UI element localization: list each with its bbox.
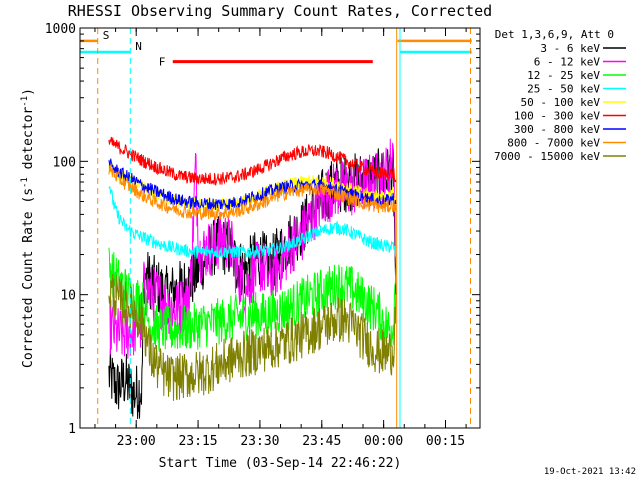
flag-F-label: F [159, 56, 166, 69]
legend-label-4: 50 - 100 keV [521, 96, 601, 109]
x-tick-label-2: 23:30 [240, 434, 279, 449]
legend-label-6: 300 - 800 keV [514, 123, 600, 136]
x-tick-label-1: 23:15 [178, 434, 217, 449]
legend-label-0: 3 - 6 keV [540, 42, 600, 55]
y-tick-label-1: 10 [60, 289, 76, 304]
x-tick-label-5: 00:15 [426, 434, 465, 449]
legend-label-7: 800 - 7000 keV [507, 137, 600, 150]
y-tick-label-0: 1 [68, 422, 76, 437]
axes: 23:00 23:15 23:30 23:45 00:00 00:15 1 10 100 1000 [45, 22, 480, 449]
series-line-3 [108, 186, 397, 260]
y-tick-label-2: 100 [53, 155, 76, 170]
x-tick-label-0: 23:00 [117, 434, 156, 449]
flag-S-label: S [103, 29, 110, 42]
series-line-5 [108, 136, 397, 186]
plot-frame [79, 27, 481, 429]
y-tick-label-3: 1000 [45, 22, 76, 37]
legend-header: Det 1,3,6,9, Att 0 [495, 28, 614, 41]
flag-N-label: N [135, 40, 142, 53]
series-line-1 [108, 138, 397, 359]
plot-area [80, 28, 472, 428]
chart-title: RHESSI Observing Summary Count Rates, Co… [68, 2, 492, 20]
footer-timestamp: 19-Oct-2021 13:42 [544, 467, 636, 477]
legend-label-5: 100 - 300 keV [514, 110, 600, 123]
series-line-8 [108, 273, 397, 401]
series-line-6 [108, 157, 397, 212]
series-line-7 [108, 164, 397, 221]
legend-label-8: 7000 - 15000 keV [494, 150, 600, 163]
legend-label-2: 12 - 25 keV [527, 69, 600, 82]
legend-label-1: 6 - 12 keV [534, 56, 601, 69]
x-axis-label: Start Time (03-Sep-14 22:46:22) [159, 456, 402, 471]
x-tick-label-4: 00:00 [364, 434, 403, 449]
y-axis-label: Corrected Count Rate (s-1 detector-1) [20, 88, 36, 368]
legend-label-3: 25 - 50 keV [527, 83, 600, 96]
series-line-2 [108, 247, 397, 352]
x-tick-label-3: 23:45 [302, 434, 341, 449]
